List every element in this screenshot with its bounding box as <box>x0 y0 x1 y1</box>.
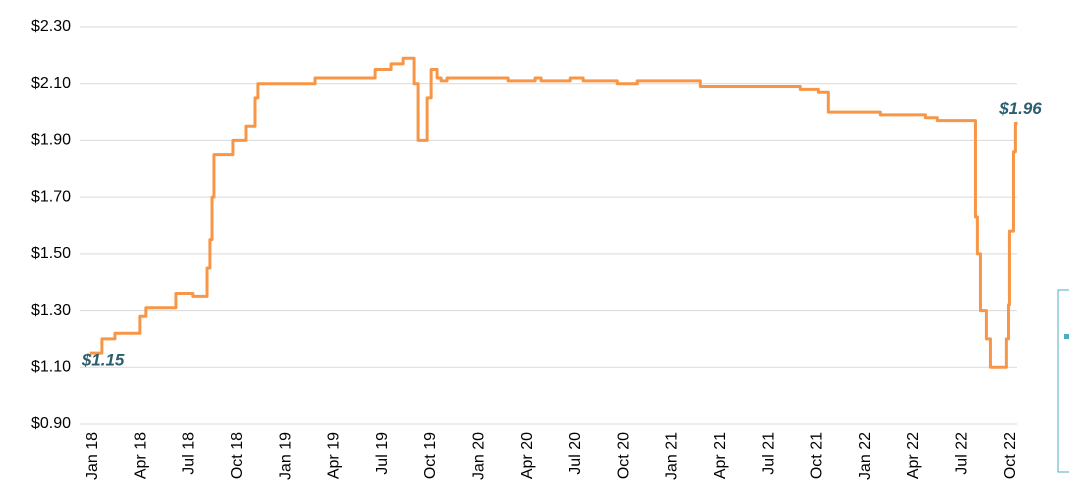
x-tick-label: Oct 18 <box>229 432 246 479</box>
x-tick-label: Jul 20 <box>567 432 584 475</box>
x-tick-label: Jan 20 <box>470 432 487 480</box>
annotation: $1.96 <box>998 99 1042 118</box>
x-tick-label: Jul 19 <box>374 432 391 475</box>
y-tick-label: $1.50 <box>31 245 71 262</box>
x-tick-label: Jul 21 <box>760 432 777 475</box>
x-tick-label: Oct 21 <box>809 432 826 479</box>
y-tick-label: $1.90 <box>31 132 71 149</box>
x-tick-label: Jan 21 <box>664 432 681 480</box>
x-tick-label: Jan 22 <box>857 432 874 480</box>
x-tick-label: Apr 21 <box>712 432 729 479</box>
annotation: $1.15 <box>81 351 125 370</box>
y-tick-label: $1.30 <box>31 302 71 319</box>
y-tick-label: $1.10 <box>31 359 71 376</box>
legend-swatch-edge <box>1064 334 1069 339</box>
y-tick-label: $2.30 <box>31 18 71 35</box>
x-tick-label: Oct 22 <box>1002 432 1019 479</box>
x-tick-label: Oct 19 <box>422 432 439 479</box>
x-tick-label: Apr 19 <box>326 432 343 479</box>
x-tick-label: Oct 20 <box>615 432 632 479</box>
x-tick-label: Jul 18 <box>181 432 198 475</box>
y-tick-label: $2.10 <box>31 75 71 92</box>
x-tick-label: Jul 22 <box>953 432 970 475</box>
y-tick-label: $1.70 <box>31 188 71 205</box>
x-tick-label: Jan 18 <box>84 432 101 480</box>
x-tick-label: Apr 20 <box>519 432 536 479</box>
x-tick-label: Apr 18 <box>132 432 149 479</box>
y-tick-label: $0.90 <box>31 415 71 432</box>
x-tick-label: Apr 22 <box>905 432 922 479</box>
price-line <box>89 56 1018 369</box>
legend-box-edge <box>1057 289 1069 473</box>
x-tick-label: Jan 19 <box>277 432 294 480</box>
